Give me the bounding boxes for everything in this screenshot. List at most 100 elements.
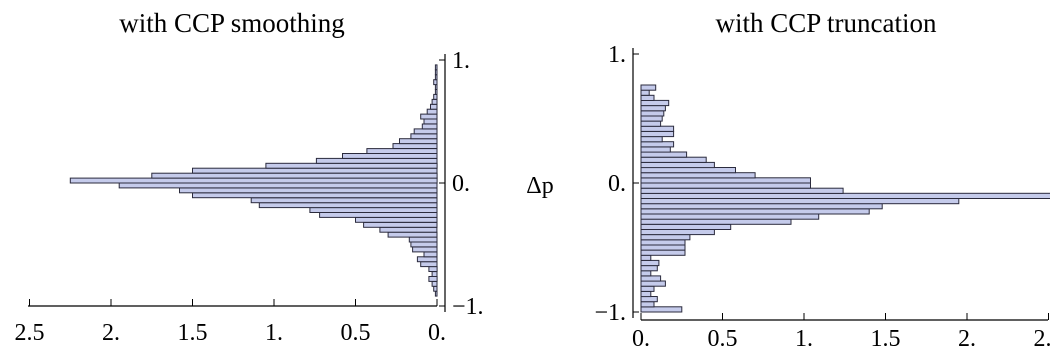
histogram-bar: [640, 213, 820, 220]
x-tick-label: 1.5: [178, 320, 208, 346]
x-tick-label: 1.: [795, 326, 813, 352]
histogram-bar: [69, 177, 438, 184]
histogram-bar: [192, 192, 438, 199]
histogram-bar: [423, 251, 438, 258]
histogram-bar: [412, 246, 438, 253]
histogram-bar: [423, 118, 438, 125]
histogram-bar: [431, 280, 438, 287]
histogram-bar: [640, 125, 675, 132]
histogram-bar: [118, 182, 438, 189]
histogram-bar: [640, 234, 691, 241]
histogram-bar: [640, 192, 1050, 200]
histogram-bar: [640, 94, 655, 102]
x-tick-label: 1.: [265, 320, 283, 346]
histogram-bar: [640, 84, 657, 91]
histogram-bar: [640, 105, 666, 112]
histogram-bar: [410, 133, 438, 140]
histogram-bar: [258, 202, 438, 209]
histogram-bar: [434, 290, 438, 297]
x-tick-label: 2.: [102, 320, 120, 346]
histogram-bar: [640, 290, 652, 298]
histogram-bar: [387, 231, 438, 238]
histogram-bar: [434, 84, 438, 90]
histogram-bar: [309, 207, 438, 214]
y-tick-label: 0.: [608, 171, 626, 197]
histogram-bar: [640, 259, 660, 267]
histogram-bar: [640, 182, 811, 189]
x-tick-label: 0.5: [341, 320, 371, 346]
histogram-bar: [433, 79, 438, 86]
histogram-bar: [640, 239, 686, 246]
y-tick-label: −1.: [594, 300, 626, 326]
histogram-bar: [640, 99, 670, 107]
histogram-bar: [433, 285, 438, 292]
histogram-bar: [431, 98, 438, 105]
histogram-bar: [431, 271, 438, 278]
histogram-bar: [640, 280, 666, 287]
histogram-bar: [434, 89, 438, 95]
histogram-bar: [315, 157, 438, 164]
histogram-bar: [420, 113, 438, 120]
histogram-bar: [355, 216, 438, 223]
y-tick-label: 1.: [608, 42, 626, 68]
histogram-bar: [640, 89, 650, 96]
histogram-bar: [640, 270, 652, 277]
bars-left: [69, 64, 438, 297]
histogram-bar: [434, 69, 438, 76]
histogram-bar: [640, 228, 715, 236]
histogram-bar: [640, 156, 707, 163]
histogram-bar: [640, 275, 662, 282]
histogram-bar: [640, 130, 675, 138]
histogram-bar: [640, 218, 792, 225]
histogram-bar: [640, 146, 671, 153]
histogram-bar: [640, 115, 663, 122]
chart-title-right: with CCP truncation: [716, 8, 937, 38]
histogram-bar: [421, 123, 438, 130]
histogram-bar: [151, 172, 438, 179]
x-tick-label: 0.: [632, 326, 650, 352]
histogram-bar: [319, 212, 438, 218]
histogram-bar: [379, 226, 438, 233]
histogram-bar: [640, 254, 652, 261]
histogram-bar: [640, 223, 732, 231]
histogram-bar: [413, 128, 438, 135]
histogram-bar: [640, 177, 811, 184]
histogram-bar: [399, 138, 438, 145]
histogram-bar: [416, 256, 438, 263]
histogram-bar: [640, 161, 715, 169]
panel-ccp-smoothing: with CCP smoothing −1.0.1.0.0.51.1.52.2.…: [15, 8, 484, 346]
histogram-bar: [433, 93, 438, 100]
y-tick-label: −1.: [452, 294, 484, 320]
y-tick-label: 1.: [452, 48, 470, 74]
histogram-bar: [434, 64, 438, 71]
histogram-bar: [640, 208, 870, 215]
x-tick-label: 2.5: [15, 320, 45, 346]
histogram-bar: [434, 74, 438, 81]
histogram-bar: [640, 198, 960, 205]
histogram-bar: [640, 110, 665, 117]
histogram-bar: [640, 136, 663, 143]
histogram-bar: [640, 120, 662, 127]
histogram-bar: [640, 151, 688, 158]
histogram-bar: [640, 187, 844, 194]
histogram-bar: [640, 296, 658, 303]
y-axis-label: Δp: [526, 173, 553, 199]
x-tick-label: 2.: [958, 326, 976, 352]
histogram-bar: [640, 306, 683, 313]
histogram-bar: [179, 187, 438, 194]
histogram-bar: [342, 153, 438, 159]
histogram-bar: [640, 172, 756, 179]
histogram-bar: [366, 148, 438, 155]
x-tick-label: 2.5: [1034, 326, 1050, 352]
histogram-bar: [363, 221, 438, 228]
histogram-bar: [430, 103, 438, 110]
histogram-bar: [250, 197, 438, 204]
x-tick-label: 1.5: [871, 326, 901, 352]
histogram-bar: [392, 143, 438, 150]
histogram-bar: [265, 162, 438, 169]
chart-title-left: with CCP smoothing: [119, 8, 345, 38]
histogram-bar: [640, 244, 686, 251]
histogram-bar: [410, 241, 438, 248]
axes-left: −1.0.1.0.0.51.1.52.2.5: [15, 48, 484, 346]
